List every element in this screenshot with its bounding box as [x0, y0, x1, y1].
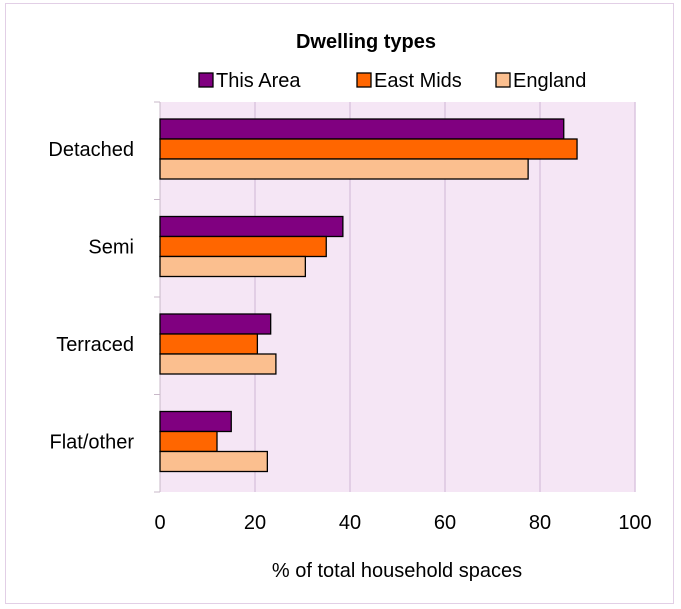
- legend-swatch: [198, 72, 214, 88]
- bar-east-mids-flat-other: [159, 430, 218, 453]
- category-label: Terraced: [56, 334, 134, 356]
- x-tick-label: 40: [339, 512, 361, 534]
- y-category-labels: Detached Semi Terraced Flat/other: [48, 139, 134, 454]
- bar-this-area-flat-other: [159, 410, 232, 433]
- x-tick-label: 100: [618, 512, 651, 534]
- legend-label: England: [513, 70, 586, 92]
- category-label: Flat/other: [50, 432, 135, 454]
- bar-england-terraced: [159, 353, 277, 375]
- bar-england-semi: [159, 255, 307, 278]
- bar-england-flat-other: [159, 450, 268, 473]
- bar-england-detached: [159, 158, 529, 180]
- legend-swatch: [356, 72, 372, 88]
- x-tick-label: 60: [434, 512, 456, 534]
- x-tick-labels: 0 20 40 60 80 100: [154, 512, 651, 534]
- bars: [159, 118, 578, 473]
- bar-this-area-terraced: [159, 313, 272, 335]
- chart-title: Dwelling types: [296, 31, 436, 53]
- bar-east-mids-detached: [159, 138, 578, 160]
- legend-swatch: [495, 72, 511, 88]
- x-tick-label: 80: [529, 512, 551, 534]
- y-axis-ticks: [154, 101, 160, 493]
- legend: This Area East Mids England: [198, 70, 586, 92]
- bar-east-mids-terraced: [159, 333, 259, 355]
- category-label: Detached: [48, 139, 134, 161]
- bar-this-area-semi: [159, 215, 344, 238]
- legend-label: This Area: [216, 70, 301, 92]
- bar-east-mids-semi: [159, 235, 327, 258]
- x-tick-label: 20: [244, 512, 266, 534]
- bar-this-area-detached: [159, 118, 565, 140]
- legend-label: East Mids: [374, 70, 462, 92]
- x-axis-title: % of total household spaces: [272, 560, 522, 582]
- x-tick-label: 0: [154, 512, 165, 534]
- category-label: Semi: [88, 237, 134, 259]
